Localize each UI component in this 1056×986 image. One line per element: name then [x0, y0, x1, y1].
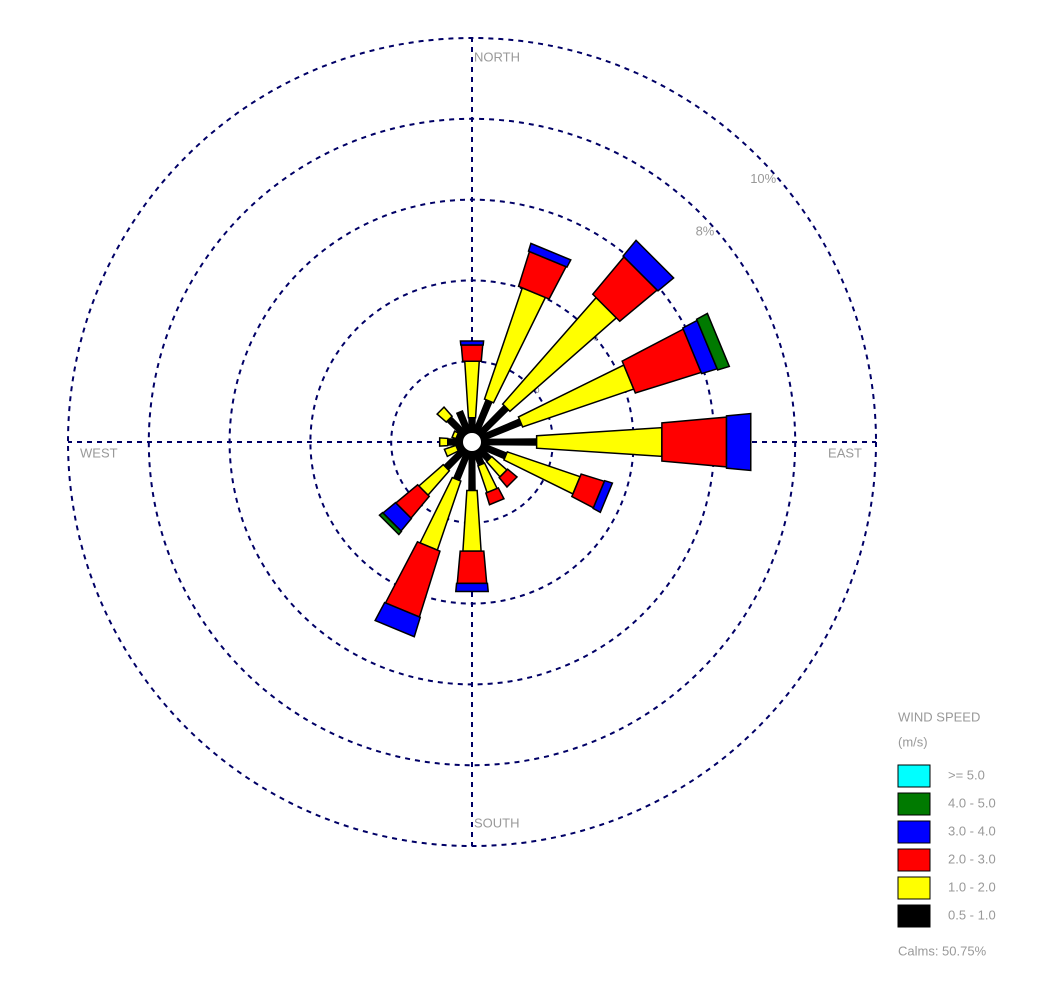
petal-segment [457, 551, 486, 583]
petal-segment [460, 341, 483, 345]
compass-label: EAST [828, 445, 862, 460]
legend-swatch [898, 765, 930, 787]
legend-swatch [898, 849, 930, 871]
calms-label: Calms: 50.75% [898, 943, 987, 958]
chart: WIND SPEED (m/s) 2%4%6%8%10%NORTHEASTSOU… [0, 0, 1056, 986]
ring-label: 8% [696, 224, 715, 239]
ring-label: 10% [750, 171, 776, 186]
legend-title: WIND SPEED [898, 709, 980, 724]
petal-segment [456, 583, 488, 591]
legend-swatch [898, 877, 930, 899]
legend-label: 1.0 - 2.0 [948, 879, 996, 894]
legend-label: 0.5 - 1.0 [948, 907, 996, 922]
legend-label: 3.0 - 4.0 [948, 823, 996, 838]
petal-segment [440, 438, 448, 446]
petal-segment [727, 414, 751, 471]
petal-segment [461, 345, 482, 361]
compass-label: NORTH [474, 49, 520, 64]
legend-label: 2.0 - 3.0 [948, 851, 996, 866]
center-hole [462, 432, 482, 452]
legend-label: >= 5.0 [948, 767, 985, 782]
legend-swatch [898, 821, 930, 843]
compass-label: WEST [80, 445, 118, 460]
petal-segment [662, 417, 727, 467]
petal-segment [463, 490, 481, 551]
legend-label: 4.0 - 5.0 [948, 795, 996, 810]
compass-label: SOUTH [474, 815, 520, 830]
legend-swatch [898, 905, 930, 927]
legend-swatch [898, 793, 930, 815]
legend-unit: (m/s) [898, 734, 928, 749]
